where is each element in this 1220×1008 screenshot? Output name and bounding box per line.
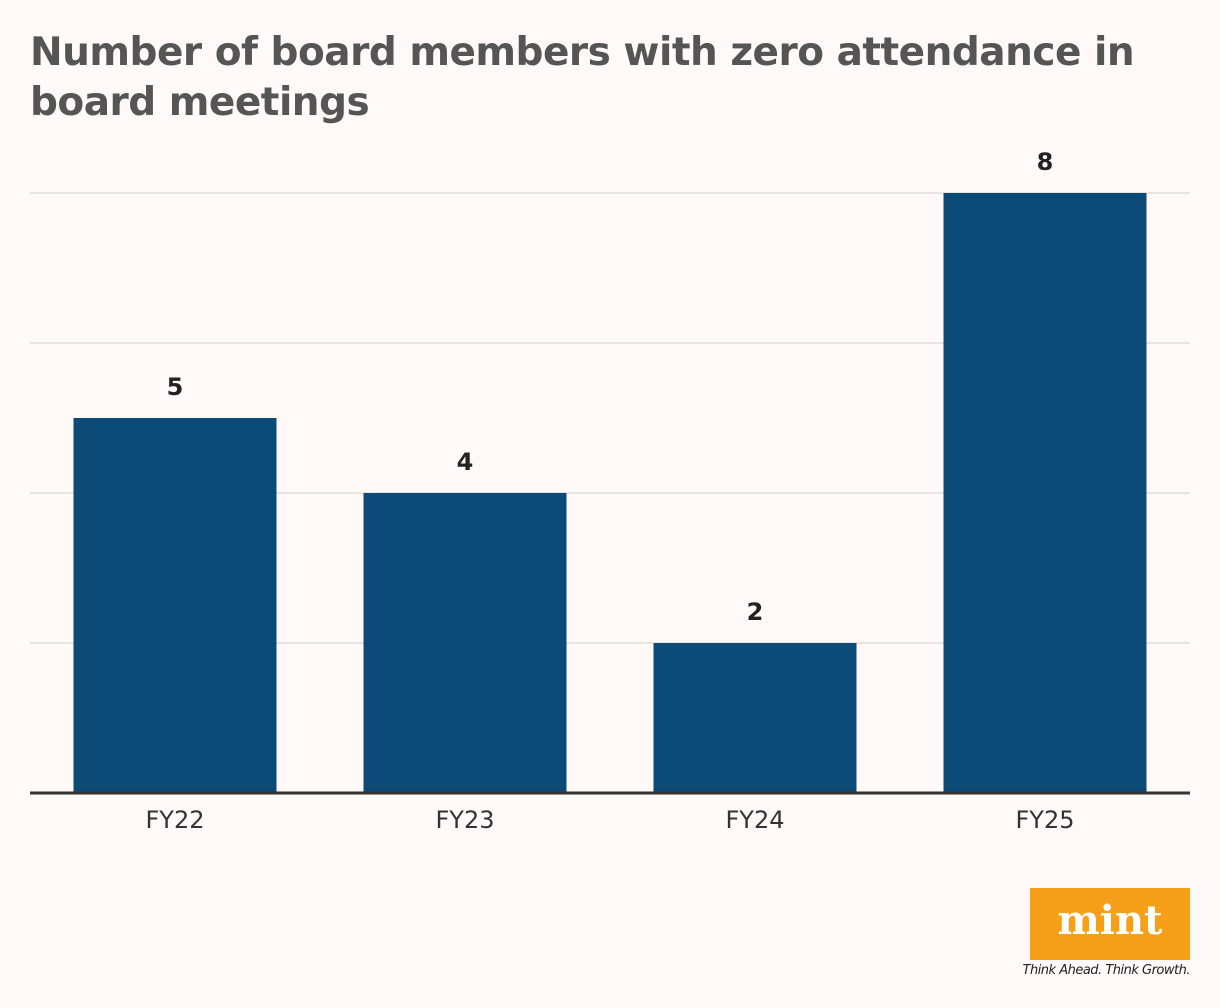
- x-tick-label: FY22: [145, 806, 204, 834]
- x-tick-label: FY23: [435, 806, 494, 834]
- bar: [73, 418, 277, 793]
- value-label: 2: [747, 598, 764, 626]
- value-label: 5: [167, 373, 184, 401]
- x-tick-label: FY24: [725, 806, 784, 834]
- x-tick-label: FY25: [1015, 806, 1074, 834]
- bar: [653, 643, 857, 793]
- value-label: 4: [457, 448, 474, 476]
- bar: [363, 493, 567, 793]
- chart: FY22 5 FY23 4 FY24 2 FY25 8: [30, 148, 1190, 834]
- brand-tagline: Think Ahead. Think Growth.: [1022, 963, 1191, 978]
- bar: [943, 193, 1147, 793]
- chart-title: Number of board members with zero attend…: [30, 30, 1135, 125]
- value-label: 8: [1037, 148, 1054, 176]
- brand-logo: mint: [1030, 888, 1190, 960]
